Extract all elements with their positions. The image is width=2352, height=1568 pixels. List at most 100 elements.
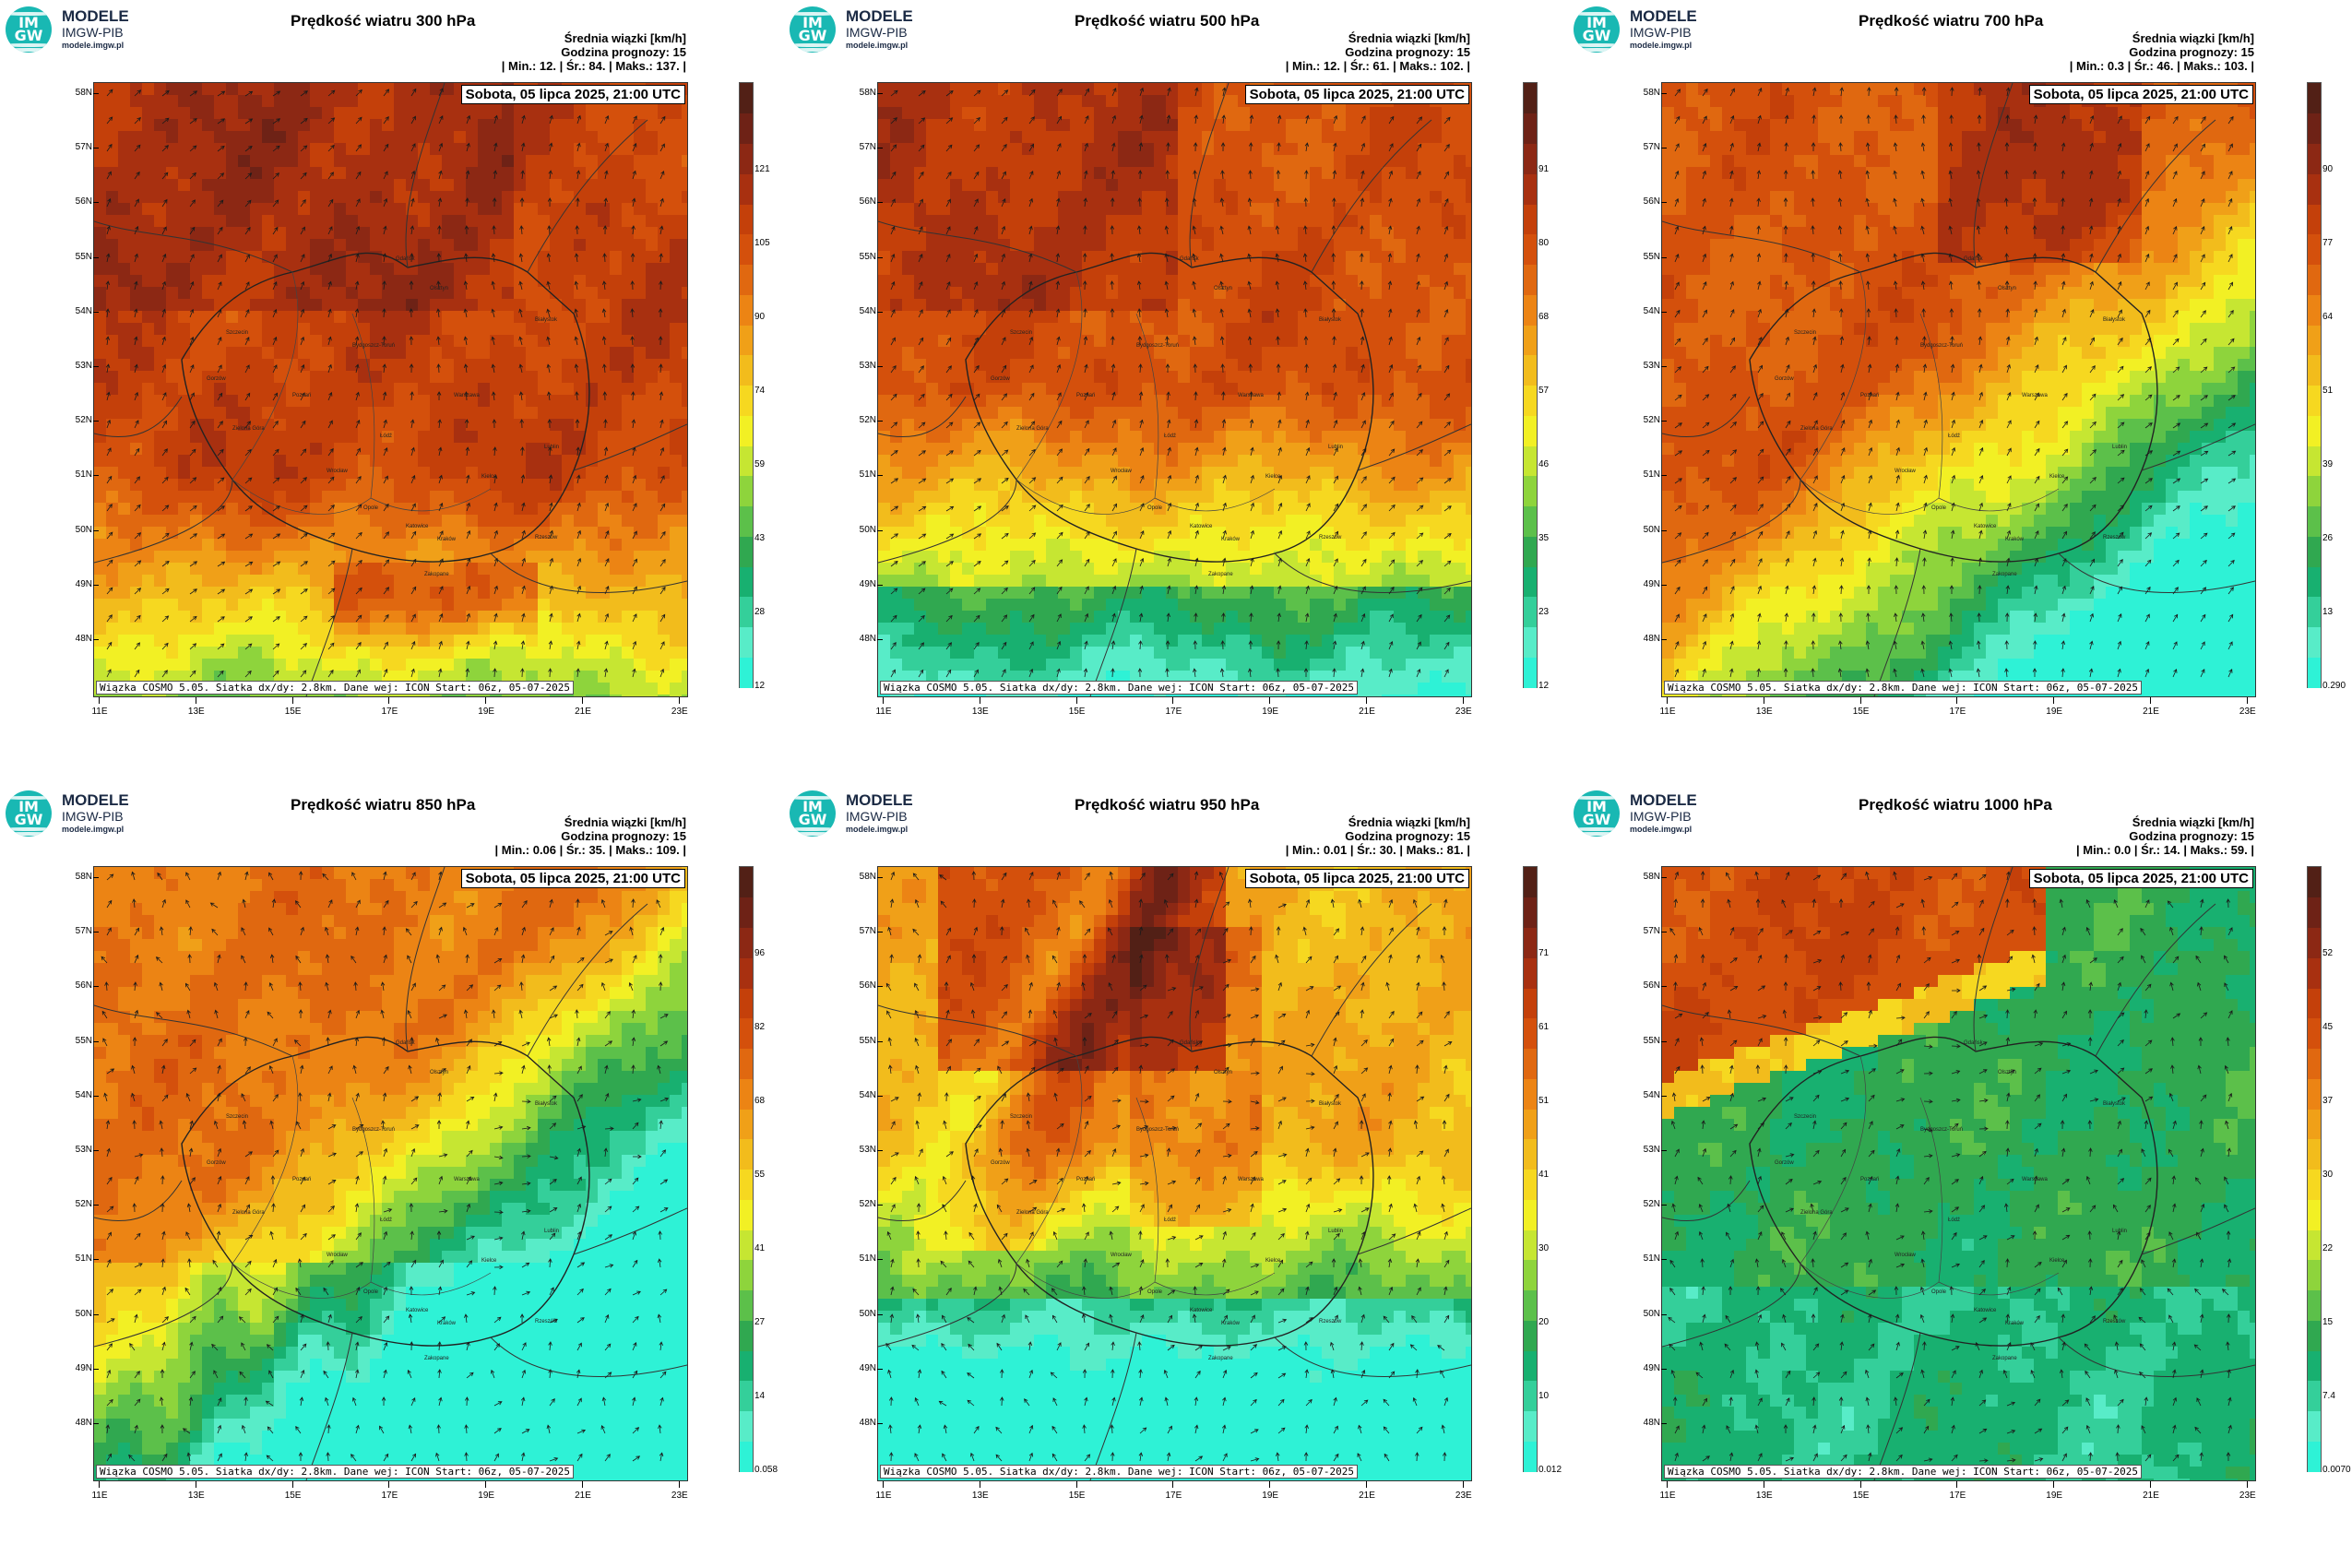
city-label: Zakopane [424,572,449,577]
colorbar-segment [1524,1380,1537,1411]
colorbar-segment [2308,173,2321,205]
colorbar-segment [740,475,753,506]
imgw-logo: IM GW MODELE IMGW-PIB modele.imgw.pl [790,6,928,53]
colorbar-segment [740,1320,753,1351]
forecast-hour: Godzina prognozy: 15 [2129,45,2254,59]
latitude-label: 50N [843,525,883,535]
city-label: Olsztyn [1214,1070,1233,1075]
latitude-label: 51N [59,469,99,480]
latitude-label: 51N [1627,1253,1667,1264]
city-label: Gorzów [1775,1160,1794,1166]
colorbar-tick-label: 7.4 [2322,1391,2335,1401]
logo-url: modele.imgw.pl [1630,825,1693,834]
colorbar-segment [1524,566,1537,598]
longitude-label: 13E [962,697,999,717]
longitude-label: 23E [1445,1481,1482,1501]
city-label: Katowice [1974,524,1997,529]
latitude-label: 52N [843,1199,883,1209]
panel-title: Prędkość wiatru 500 hPa [1075,12,1260,30]
colorbar-tick-label: 74 [754,386,766,396]
city-label: Katowice [1190,1308,1213,1313]
city-label: Kielce [2049,474,2065,480]
units-line: Średnia wiązki [km/h] [2132,31,2254,45]
colorbar-segment [1524,1199,1537,1230]
latitude-label: 55N [59,1036,99,1046]
colorbar-tick-label: 64 [2322,312,2334,322]
map-area: Gdańsk Olsztyn Szczecin Bydgoszcz-Toruń Biał… [93,82,688,697]
city-label: Bydgoszcz-Toruń [352,343,396,349]
longitude-label: 21E [2132,1481,2169,1501]
colorbar-segment [740,1048,753,1079]
colorbar-segment [740,264,753,295]
city-label: Białystok [535,317,558,323]
imgw-logo: IM GW MODELE IMGW-PIB modele.imgw.pl [6,790,144,837]
colorbar-segment [2308,204,2321,235]
city-label: Białystok [535,1101,558,1107]
city-label: Katowice [1190,524,1213,529]
colorbar-segment [1524,385,1537,416]
forecast-panel-6: IM GW MODELE IMGW-PIB modele.imgw.pl Prę… [1568,784,2352,1568]
panel-title: Prędkość wiatru 1000 hPa [1859,796,2052,814]
colorbar-segment [2308,143,2321,174]
latitude-label: 49N [1627,1363,1667,1373]
forecast-hour: Godzina prognozy: 15 [561,829,686,843]
latitude-label: 49N [843,1363,883,1373]
city-label: Katowice [1974,1308,1997,1313]
latitude-label: 51N [59,1253,99,1264]
longitude-label: 23E [2229,697,2266,717]
units-line: Średnia wiązki [km/h] [1348,31,1470,45]
colorbar-segment [740,657,753,688]
city-label: Gorzów [1775,376,1794,382]
model-footer: Wiązka COSMO 5.05. Siatka dx/dy: 2.8km. … [1664,681,2142,695]
city-label: Szczecin [1010,330,1033,336]
colorbar-segment [740,173,753,205]
colorbar [739,82,754,688]
stats-line: | Min.: 12. | Śr.: 61. | Maks.: 102. | [1285,59,1470,73]
imgw-logo: IM GW MODELE IMGW-PIB modele.imgw.pl [1574,790,1712,837]
units-line: Średnia wiązki [km/h] [1348,815,1470,829]
city-label: Warszawa [454,1177,480,1182]
imgw-badge-icon: IM GW [1574,790,1620,837]
colorbar-segment [2308,233,2321,265]
city-label: Bydgoszcz-Toruń [352,1127,396,1133]
city-label: Poznań [292,1177,312,1182]
city-label: Szczecin [1794,1114,1817,1120]
colorbar-segment [740,83,753,114]
longitude-label: 17E [371,1481,408,1501]
city-label: Zielona Góra [1016,426,1049,432]
logo-badge-text: IM GW [798,14,827,44]
latitude-label: 52N [59,415,99,425]
logo-subtitle: IMGW-PIB [1630,809,1692,824]
city-label: Olsztyn [430,1070,449,1075]
latitude-label: 48N [1627,634,1667,644]
colorbar-segment [1524,1410,1537,1442]
colorbar-segment [1524,1138,1537,1170]
city-label: Zielona Góra [1800,426,1833,432]
colorbar-tick-label: 121 [754,164,770,174]
colorbar-segment [1524,1017,1537,1049]
city-label: Lublin [544,445,560,450]
city-label: Wrocław [1895,1253,1916,1258]
latitude-label: 53N [1627,1145,1667,1155]
colorbar-segment [1524,173,1537,205]
colorbar-segment [1524,536,1537,567]
city-label: Warszawa [2022,393,2048,398]
city-label: Zakopane [1992,1356,2017,1361]
colorbar-segment [740,445,753,477]
colorbar-segment [740,596,753,627]
date-label: Sobota, 05 lipca 2025, 21:00 UTC [460,85,685,104]
city-label: Gdańsk [396,256,415,262]
colorbar-segment [1524,204,1537,235]
colorbar-tick-label: 55 [754,1170,766,1180]
units-line: Średnia wiązki [km/h] [564,815,686,829]
map-area: Gdańsk Olsztyn Szczecin Bydgoszcz-Toruń Biał… [1661,866,2256,1481]
colorbar-segment [1524,1229,1537,1261]
city-label: Bydgoszcz-Toruń [1920,343,1964,349]
colorbar-segment [2308,1078,2321,1110]
colorbar-segment [1524,505,1537,537]
city-label: Poznań [1076,393,1096,398]
latitude-label: 55N [843,252,883,262]
colorbar-segment [740,1259,753,1290]
city-label: Lublin [1328,445,1344,450]
city-label: Gorzów [207,1160,226,1166]
